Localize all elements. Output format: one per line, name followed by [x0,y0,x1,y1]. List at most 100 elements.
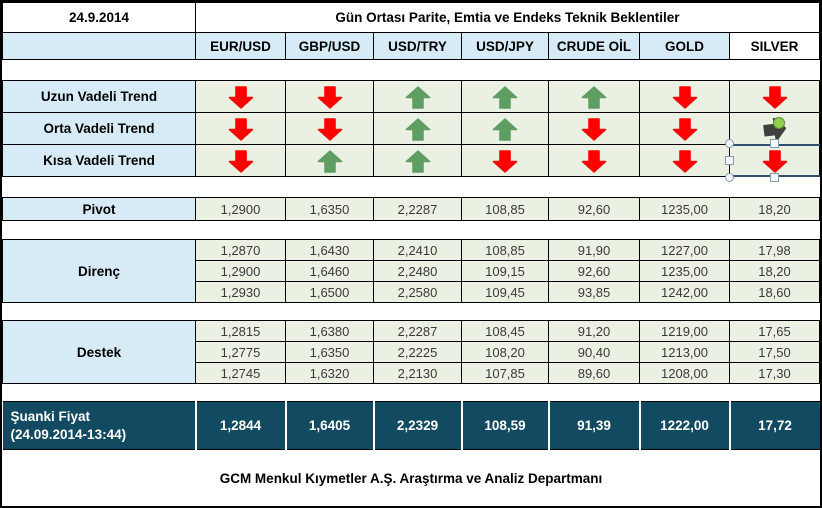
column-header-blank [2,32,196,60]
column-header-gold: GOLD [639,32,730,60]
trend-down-icon[interactable] [760,86,790,109]
trend-cell-usd-jpy[interactable] [461,144,549,177]
selection-handle[interactable] [725,155,734,165]
support-3-value-gbp-usd: 1,6320 [285,362,374,384]
resistance-2-value-usd-jpy: 109,15 [461,260,549,282]
selection-handle[interactable] [769,173,779,182]
trend-cell-silver[interactable] [725,117,820,182]
pivot-value-usd-try: 2,2287 [373,197,462,221]
resistance-3-value-eur-usd: 1,2930 [195,281,286,303]
support-1-value-usd-jpy: 108,45 [461,320,549,342]
row-label-short-term-trend: Kısa Vadeli Trend [2,144,196,177]
trend-cell-silver[interactable] [729,80,820,113]
current-price-value-eur-usd: 1,2844 [194,401,287,450]
trend-down-icon[interactable] [670,118,700,141]
trend-cell-gold[interactable] [639,80,730,113]
column-header-silver: SILVER [729,32,820,60]
pivot-value-gbp-usd: 1,6350 [285,197,374,221]
trend-cell-usd-jpy[interactable] [461,112,549,145]
trend-cell-eur-usd[interactable] [195,112,286,145]
trend-up-icon[interactable] [403,118,433,141]
current-price-title: Şuanki Fiyat [10,408,91,424]
resistance-1-value-usd-try: 2,2410 [373,239,462,261]
row-label-resistance: Direnç [2,239,196,303]
trend-cell-gbp-usd[interactable] [285,112,374,145]
trend-up-icon[interactable] [403,86,433,109]
spacer-row [2,220,820,240]
resistance-2-value-gbp-usd: 1,6460 [285,260,374,282]
trend-cell-usd-try[interactable] [373,144,462,177]
footer-text: GCM Menkul Kıymetler A.Ş. Araştırma ve A… [2,449,820,506]
support-2-value-usd-try: 2,2225 [373,341,462,363]
resistance-1-value-gbp-usd: 1,6430 [285,239,374,261]
report-title: Gün Ortası Parite, Emtia ve Endeks Tekni… [195,2,820,33]
row-label-pivot: Pivot [2,197,196,221]
trend-down-icon[interactable] [226,150,256,173]
spacer-row [2,59,820,81]
resistance-2-value-crude-oi-l: 92,60 [548,260,640,282]
trend-down-icon[interactable] [315,118,345,141]
support-2-value-crude-oi-l: 90,40 [548,341,640,363]
spacer-row [2,383,820,402]
trend-down-icon[interactable] [579,118,609,141]
support-2-value-silver: 17,50 [729,341,820,363]
resistance-2-value-usd-try: 2,2480 [373,260,462,282]
rotate-handle-icon[interactable] [772,117,785,129]
column-header-eur-usd: EUR/USD [195,32,286,60]
current-price-label: Şuanki Fiyat (24.09.2014-13:44) [2,401,197,450]
resistance-3-value-gbp-usd: 1,6500 [285,281,374,303]
spacer-row [2,176,820,198]
trend-down-icon[interactable] [490,150,520,173]
trend-up-icon[interactable] [490,118,520,141]
trend-down-icon[interactable] [315,86,345,109]
selection-handle[interactable] [725,139,734,148]
trend-cell-gold[interactable] [639,112,730,145]
resistance-3-value-gold: 1242,00 [639,281,730,303]
trend-cell-gbp-usd[interactable] [285,144,374,177]
selection-handle[interactable] [725,173,734,182]
trend-down-icon[interactable] [670,86,700,109]
trend-up-icon[interactable] [490,86,520,109]
resistance-3-value-usd-try: 2,2580 [373,281,462,303]
trend-down-icon[interactable] [226,86,256,109]
trend-down-icon[interactable] [579,150,609,173]
resistance-3-value-crude-oi-l: 93,85 [548,281,640,303]
resistance-3-value-silver: 18,60 [729,281,820,303]
current-price-value-gold: 1222,00 [638,401,731,450]
current-price-value-gbp-usd: 1,6405 [284,401,375,450]
trend-cell-eur-usd[interactable] [195,144,286,177]
support-3-value-usd-jpy: 107,85 [461,362,549,384]
support-2-value-gbp-usd: 1,6350 [285,341,374,363]
row-label-long-term-trend: Uzun Vadeli Trend [2,80,196,113]
current-price-value-usd-jpy: 108,59 [460,401,550,450]
trend-down-icon[interactable] [226,118,256,141]
resistance-1-value-gold: 1227,00 [639,239,730,261]
column-header-gbp-usd: GBP/USD [285,32,374,60]
selection-handle[interactable] [769,139,779,148]
trend-cell-crude-oi-l[interactable] [548,112,640,145]
column-header-crude-oi-l: CRUDE OİL [548,32,640,60]
support-3-value-gold: 1208,00 [639,362,730,384]
trend-up-icon[interactable] [315,150,345,173]
trend-cell-crude-oi-l[interactable] [548,144,640,177]
pivot-value-eur-usd: 1,2900 [195,197,286,221]
current-price-value-usd-try: 2,2329 [372,401,463,450]
trend-cell-usd-try[interactable] [373,80,462,113]
trend-down-icon[interactable] [670,150,700,173]
column-header-usd-jpy: USD/JPY [461,32,549,60]
trend-cell-gbp-usd[interactable] [285,80,374,113]
pivot-value-crude-oi-l: 92,60 [548,197,640,221]
resistance-2-value-gold: 1235,00 [639,260,730,282]
spacer-row [2,302,820,321]
support-1-value-gold: 1219,00 [639,320,730,342]
trend-cell-eur-usd[interactable] [195,80,286,113]
trend-up-icon[interactable] [403,150,433,173]
trend-cell-crude-oi-l[interactable] [548,80,640,113]
trend-cell-gold[interactable] [639,144,730,177]
trend-up-icon[interactable] [579,86,609,109]
trend-cell-usd-try[interactable] [373,112,462,145]
current-price-value-silver: 17,72 [728,401,820,450]
trend-cell-usd-jpy[interactable] [461,80,549,113]
trend-down-icon[interactable] [760,150,790,173]
